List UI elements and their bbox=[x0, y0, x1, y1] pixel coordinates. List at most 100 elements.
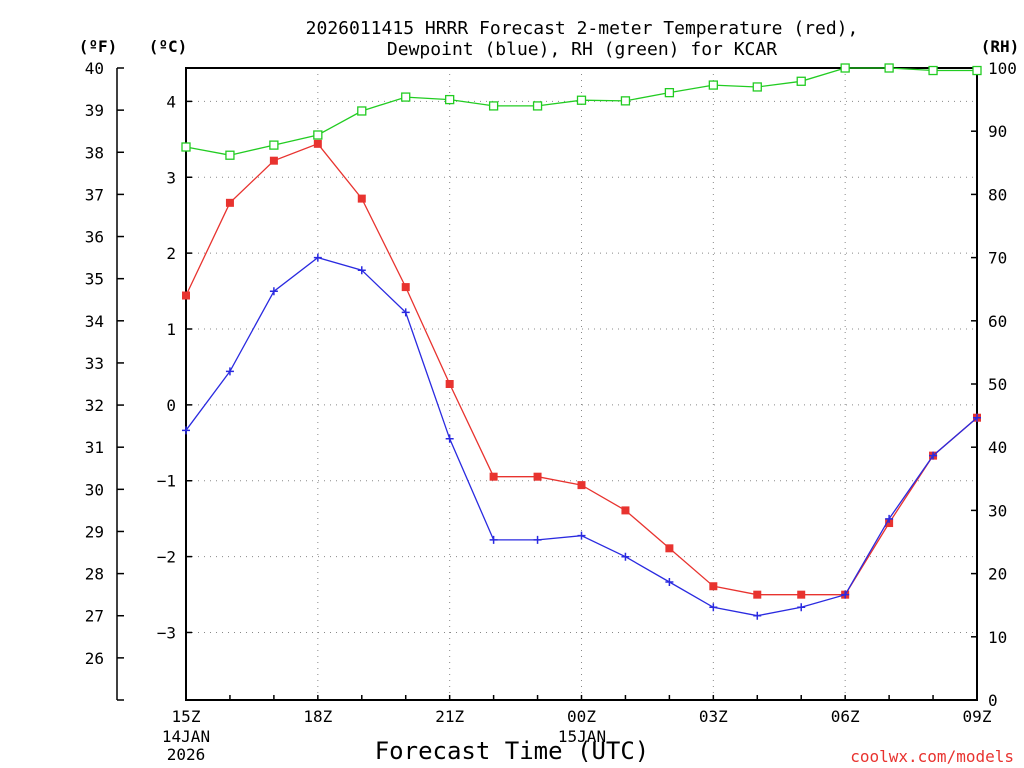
rh-tick-label: 40 bbox=[988, 438, 1007, 457]
temperature-point bbox=[357, 194, 366, 203]
title-block: 2026011415 HRRR Forecast 2-meter Tempera… bbox=[306, 18, 859, 60]
celsius-tick-label: 1 bbox=[166, 320, 176, 339]
fahrenheit-tick-label: 30 bbox=[85, 480, 104, 499]
celsius-tick-label: −1 bbox=[157, 472, 176, 491]
x-axis-title: Forecast Time (UTC) bbox=[375, 737, 650, 765]
dewpoint-point bbox=[621, 552, 630, 561]
dewpoint-point bbox=[929, 451, 938, 460]
temperature-point bbox=[665, 544, 674, 553]
date-label-jan15: 15JAN bbox=[558, 727, 606, 746]
x-tick-label: 06Z bbox=[831, 707, 860, 726]
temperature-point bbox=[313, 139, 322, 148]
dewpoint-point bbox=[225, 367, 234, 376]
dewpoint-point bbox=[445, 434, 454, 443]
dewpoint-point bbox=[269, 287, 278, 296]
rh-point bbox=[401, 92, 411, 102]
temperature-point bbox=[577, 481, 586, 490]
fahrenheit-tick-label: 35 bbox=[85, 270, 104, 289]
dewpoint-point bbox=[577, 531, 586, 540]
fahrenheit-tick-label: 33 bbox=[85, 354, 104, 373]
rh-tick-label: 100 bbox=[988, 59, 1017, 78]
temperature-point bbox=[533, 472, 542, 481]
rh-tick-label: 60 bbox=[988, 312, 1007, 331]
rh-point bbox=[181, 142, 191, 152]
rh-point bbox=[357, 106, 367, 116]
dewpoint-line bbox=[185, 256, 978, 617]
dewpoint-point bbox=[182, 426, 190, 435]
rh-tick-label: 90 bbox=[988, 122, 1007, 141]
rh-tick-label: 0 bbox=[988, 691, 998, 710]
celsius-tick-label: 2 bbox=[166, 244, 176, 263]
credit-text: coolwx.com/models bbox=[850, 747, 1014, 766]
axes: 262728293031323334353637383940−3−2−10123… bbox=[85, 59, 1017, 726]
dewpoint-point bbox=[357, 266, 366, 275]
rh-point bbox=[225, 150, 235, 160]
x-tick-label: 09Z bbox=[963, 707, 992, 726]
rh-point bbox=[269, 140, 279, 150]
dewpoint-point bbox=[753, 611, 762, 620]
temperature-point bbox=[269, 156, 278, 165]
rh-point bbox=[752, 82, 762, 92]
temperature-line bbox=[185, 143, 978, 596]
fahrenheit-tick-label: 36 bbox=[85, 228, 104, 247]
dewpoint-point bbox=[841, 590, 850, 599]
temperature-point bbox=[182, 291, 190, 300]
temperature-point bbox=[885, 519, 894, 528]
rh-point bbox=[445, 94, 455, 105]
fahrenheit-tick-label: 26 bbox=[85, 649, 104, 668]
rh-point bbox=[664, 87, 675, 98]
dewpoint-point bbox=[709, 603, 718, 612]
fahrenheit-tick-label: 37 bbox=[85, 185, 104, 204]
rh-point bbox=[840, 63, 850, 73]
dewpoint-point bbox=[797, 603, 806, 612]
rh-point bbox=[796, 76, 806, 86]
x-tick-label: 21Z bbox=[435, 707, 464, 726]
dewpoint-point bbox=[665, 578, 674, 587]
date-label-jan14: 14JAN bbox=[162, 727, 210, 746]
celsius-tick-label: −3 bbox=[157, 623, 176, 642]
plot-frame bbox=[185, 67, 978, 701]
rh-tick-label: 70 bbox=[988, 249, 1007, 268]
x-tick-label: 18Z bbox=[303, 707, 332, 726]
temperature-point bbox=[621, 506, 630, 515]
fahrenheit-tick-label: 28 bbox=[85, 565, 104, 584]
fahrenheit-unit-label: (ºF) bbox=[79, 37, 118, 56]
dewpoint-point bbox=[313, 253, 322, 262]
dewpoint-point bbox=[401, 308, 410, 317]
temperature-point bbox=[489, 472, 498, 481]
temperature-point bbox=[753, 590, 762, 599]
rh-line bbox=[185, 67, 977, 156]
grid bbox=[186, 68, 977, 700]
fahrenheit-tick-label: 34 bbox=[85, 312, 104, 331]
date-label-year: 2026 bbox=[167, 745, 206, 764]
rh-point bbox=[620, 96, 631, 106]
dewpoint-point bbox=[489, 535, 498, 544]
rh-point bbox=[576, 95, 587, 105]
temperature-point bbox=[225, 198, 234, 207]
rh-unit-label: (RH) bbox=[981, 37, 1020, 56]
celsius-tick-label: 3 bbox=[166, 168, 176, 187]
x-tick-label: 00Z bbox=[567, 707, 596, 726]
fahrenheit-tick-label: 40 bbox=[85, 59, 104, 78]
rh-point bbox=[313, 130, 323, 140]
rh-point bbox=[708, 80, 718, 90]
dewpoint-point bbox=[973, 413, 981, 422]
celsius-tick-label: 4 bbox=[166, 92, 176, 111]
x-tick-label: 03Z bbox=[699, 707, 728, 726]
celsius-unit-label: (ºC) bbox=[149, 37, 188, 56]
temperature-point bbox=[709, 582, 718, 591]
fahrenheit-tick-label: 29 bbox=[85, 522, 104, 541]
rh-tick-label: 50 bbox=[988, 375, 1007, 394]
rh-point bbox=[488, 101, 499, 111]
dewpoint-point bbox=[885, 514, 894, 523]
rh-point bbox=[928, 65, 938, 76]
rh-tick-label: 10 bbox=[988, 628, 1007, 647]
temperature-point bbox=[401, 283, 410, 292]
dewpoint-point bbox=[533, 535, 542, 544]
rh-point bbox=[532, 101, 543, 111]
temperature-point bbox=[445, 380, 454, 388]
rh-tick-label: 30 bbox=[988, 501, 1007, 520]
rh-point bbox=[884, 63, 894, 73]
series bbox=[181, 63, 982, 620]
